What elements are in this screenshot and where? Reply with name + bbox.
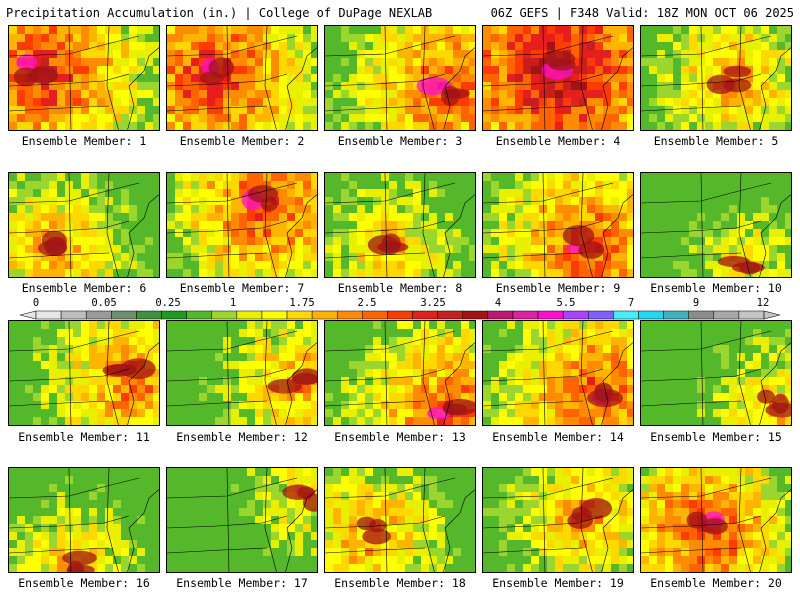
member-caption-4: Ensemble Member: 4 [495, 134, 621, 148]
member-caption-14: Ensemble Member: 14 [492, 430, 624, 444]
colorbar-swatch [387, 310, 413, 320]
member-caption-9: Ensemble Member: 9 [495, 281, 621, 295]
member-caption-15: Ensemble Member: 15 [650, 430, 782, 444]
colorbar-max-arrow [763, 310, 780, 320]
header: Precipitation Accumulation (in.) | Colle… [0, 0, 800, 22]
member-map-8 [324, 172, 476, 278]
colorbar-swatch [462, 310, 489, 320]
member-map-13 [324, 320, 476, 426]
colorbar-tick-label: 12 [756, 297, 770, 309]
member-caption-17: Ensemble Member: 17 [176, 576, 308, 590]
member-caption-2: Ensemble Member: 2 [179, 134, 305, 148]
colorbar-swatch [713, 310, 740, 320]
member-map-2 [166, 25, 318, 131]
member-caption-5: Ensemble Member: 5 [653, 134, 779, 148]
colorbar-swatch [136, 310, 162, 320]
colorbar-swatch [362, 310, 388, 320]
member-caption-18: Ensemble Member: 18 [334, 576, 466, 590]
colorbar-tick-label: 4 [494, 297, 502, 309]
colorbar-tick-label: 1.75 [289, 297, 315, 309]
colorbar-swatch [211, 310, 238, 320]
run-info: 06Z GEFS | F348 Valid: 18Z MON OCT 06 20… [490, 6, 794, 20]
member-caption-7: Ensemble Member: 7 [179, 281, 305, 295]
colorbar-tick-label: 2.5 [357, 297, 377, 309]
colorbar-tick-label: 1 [229, 297, 237, 309]
colorbar-swatch [186, 310, 212, 320]
colorbar-labels: 0 0.05 0.25 1 1.75 2.5 3.25 4 5.5 7 9 12 [0, 0, 800, 309]
colorbar-tick-label: 9 [692, 297, 700, 309]
member-map-16 [8, 467, 160, 573]
colorbar-swatch [688, 310, 715, 320]
colorbar-swatch [261, 310, 288, 320]
colorbar-swatch [663, 310, 689, 320]
member-map-9 [482, 172, 634, 278]
colorbar-swatch [412, 310, 438, 320]
member-map-7 [166, 172, 318, 278]
member-map-1 [8, 25, 160, 131]
member-map-12 [166, 320, 318, 426]
member-caption-6: Ensemble Member: 6 [21, 281, 147, 295]
member-caption-13: Ensemble Member: 13 [334, 430, 466, 444]
member-caption-1: Ensemble Member: 1 [21, 134, 147, 148]
member-caption-12: Ensemble Member: 12 [176, 430, 308, 444]
member-caption-8: Ensemble Member: 8 [337, 281, 463, 295]
member-map-15 [640, 320, 792, 426]
member-map-6 [8, 172, 160, 278]
member-caption-19: Ensemble Member: 19 [492, 576, 624, 590]
colorbar-swatch [512, 310, 539, 320]
member-map-18 [324, 467, 476, 573]
member-caption-20: Ensemble Member: 20 [650, 576, 782, 590]
member-map-17 [166, 467, 318, 573]
colorbar-swatch [537, 310, 564, 320]
colorbar-swatch [336, 310, 363, 320]
colorbar-swatch [613, 310, 639, 320]
colorbar-swatch [111, 310, 137, 320]
colorbar-swatch [437, 310, 464, 320]
member-caption-3: Ensemble Member: 3 [337, 134, 463, 148]
colorbar-swatch [487, 310, 514, 320]
colorbar-swatch [562, 310, 589, 320]
member-caption-16: Ensemble Member: 16 [18, 576, 150, 590]
colorbar-swatch [35, 310, 62, 320]
colorbar [20, 310, 780, 320]
colorbar-swatch [738, 310, 765, 320]
colorbar-swatch [286, 310, 313, 320]
colorbar-swatch [638, 310, 664, 320]
colorbar-swatch [588, 310, 614, 320]
colorbar-tick-label: 7 [627, 297, 635, 309]
member-map-10 [640, 172, 792, 278]
member-map-14 [482, 320, 634, 426]
colorbar-swatch [161, 310, 187, 320]
member-caption-10: Ensemble Member: 10 [650, 281, 782, 295]
member-map-4 [482, 25, 634, 131]
colorbar-tick-label: 0.25 [155, 297, 181, 309]
colorbar-tick-label: 0 [32, 297, 40, 309]
member-map-20 [640, 467, 792, 573]
page-title: Precipitation Accumulation (in.) | Colle… [6, 6, 433, 20]
colorbar-tick-label: 5.5 [556, 297, 576, 309]
colorbar-swatch [85, 310, 112, 320]
member-map-11 [8, 320, 160, 426]
member-map-3 [324, 25, 476, 131]
colorbar-swatch [236, 310, 263, 320]
colorbar-swatch [311, 310, 338, 320]
colorbar-swatch [60, 310, 87, 320]
member-map-5 [640, 25, 792, 131]
member-map-19 [482, 467, 634, 573]
colorbar-tick-label: 0.05 [91, 297, 117, 309]
member-caption-11: Ensemble Member: 11 [18, 430, 150, 444]
colorbar-min-arrow [20, 310, 37, 320]
colorbar-tick-label: 3.25 [420, 297, 446, 309]
